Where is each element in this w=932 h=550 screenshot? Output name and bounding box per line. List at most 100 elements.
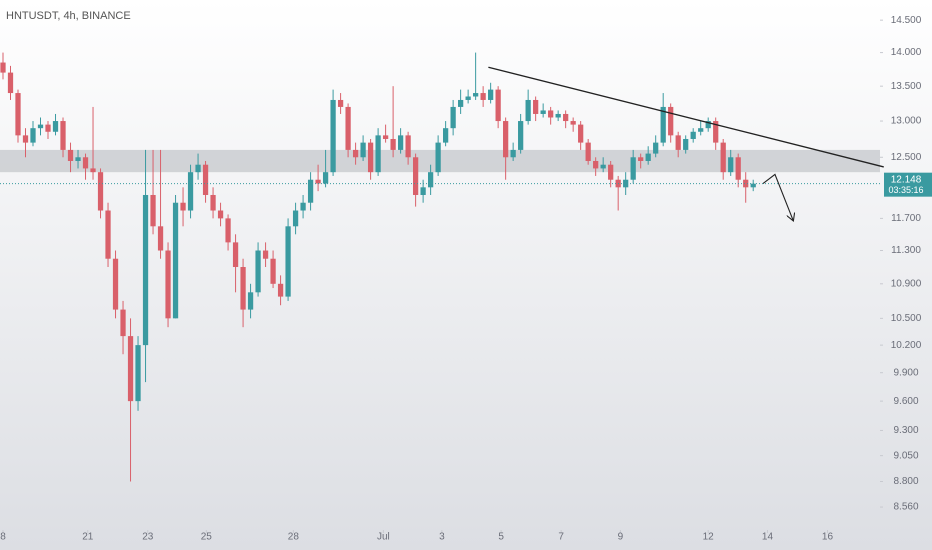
candle-body	[570, 121, 576, 125]
candle-body	[427, 172, 434, 188]
candle-body	[367, 142, 374, 173]
x-tick-label: 8	[0, 532, 6, 543]
candle-body	[608, 164, 614, 180]
candle-body	[397, 135, 404, 150]
y-tick-label: 10.900	[891, 278, 922, 289]
chart-title: HNTUSDT, 4h, BINANCE	[6, 10, 131, 22]
candle-body	[668, 106, 674, 136]
candle-body	[45, 124, 51, 132]
x-tick-label: 7	[558, 532, 564, 543]
candle-body	[683, 138, 689, 150]
candle-body	[112, 258, 119, 310]
candle-body	[315, 179, 321, 184]
candle-body	[382, 135, 389, 139]
candle-body	[443, 128, 449, 143]
candle-body	[653, 142, 659, 154]
y-tick-label: 8.800	[893, 476, 918, 487]
candle-body	[172, 202, 179, 319]
candle-body	[330, 99, 336, 173]
candle-body	[345, 106, 351, 150]
candle-body	[450, 106, 456, 129]
candle-body	[337, 99, 344, 107]
candle-body	[420, 187, 426, 195]
candle-body	[645, 153, 651, 161]
candle-body	[135, 345, 141, 402]
candle-body	[352, 149, 359, 158]
candle-body	[638, 157, 644, 161]
candle-body	[593, 160, 599, 169]
candle-body	[743, 179, 749, 188]
y-tick-label: 12.500	[891, 152, 922, 163]
y-tick-label: 14.000	[891, 47, 922, 58]
trendline	[488, 66, 884, 168]
candle-body	[120, 309, 126, 337]
candle-body	[52, 121, 59, 132]
y-tick-label: 9.900	[893, 367, 918, 378]
candle-body	[735, 157, 741, 180]
candle-body	[210, 194, 216, 211]
candle-body	[480, 93, 486, 100]
candle-body	[0, 62, 6, 73]
candle-body	[465, 96, 471, 100]
candle-body	[225, 218, 231, 243]
candle-body	[247, 292, 254, 310]
x-tick-label: 16	[822, 532, 834, 543]
countdown-label: 03:35:16	[888, 185, 923, 195]
x-tick-label: 21	[82, 532, 94, 543]
candle-body	[165, 250, 171, 319]
candle-body	[510, 149, 516, 158]
candle-body	[405, 135, 411, 158]
plot-area	[0, 52, 884, 482]
candle-body	[187, 172, 194, 211]
y-tick-label: 10.200	[891, 340, 922, 351]
candle-body	[300, 202, 306, 211]
candle-body	[630, 157, 636, 180]
y-tick-label: 13.500	[891, 81, 922, 92]
candle-body	[15, 93, 21, 136]
candle-body	[75, 157, 81, 161]
x-tick-label: 5	[498, 532, 504, 543]
y-tick-label: 10.500	[891, 313, 922, 324]
candle-body	[600, 164, 606, 169]
candle-body	[322, 172, 329, 184]
candle-body	[22, 135, 29, 143]
x-tick-label: Jul	[377, 532, 390, 543]
x-tick-label: 12	[703, 532, 715, 543]
y-tick-label: 11.300	[891, 245, 921, 256]
candle-body	[548, 110, 554, 118]
candle-body	[690, 131, 696, 139]
candle-body	[195, 164, 201, 173]
candle-body	[555, 113, 561, 118]
candle-body	[458, 99, 464, 107]
candle-body	[262, 250, 269, 259]
x-tick-label: 23	[142, 532, 154, 543]
last-price-label: 12.148	[891, 174, 922, 185]
projection-arrow	[762, 173, 793, 220]
x-tick-label: 3	[439, 532, 445, 543]
y-tick-label: 9.050	[893, 450, 918, 461]
candle-body	[277, 283, 284, 297]
candle-body	[540, 110, 546, 114]
candle-body	[90, 168, 96, 173]
candle-body	[232, 242, 239, 268]
candle-body	[412, 157, 419, 195]
candle-body	[217, 210, 224, 219]
candle-body	[713, 121, 719, 143]
candle-body	[67, 149, 74, 161]
candle-body	[473, 93, 479, 97]
candle-body	[240, 267, 246, 310]
candle-body	[150, 194, 156, 227]
candle-body	[390, 138, 396, 150]
y-tick-label: 9.600	[893, 396, 918, 407]
candle-body	[30, 128, 36, 143]
candle-body	[37, 124, 44, 129]
candle-body	[503, 121, 509, 158]
candle-body	[585, 142, 591, 161]
candle-body	[578, 124, 584, 143]
candle-body	[488, 89, 494, 100]
last-price-box	[884, 172, 932, 197]
y-tick-label: 8.560	[893, 502, 918, 513]
candle-body	[375, 135, 381, 173]
